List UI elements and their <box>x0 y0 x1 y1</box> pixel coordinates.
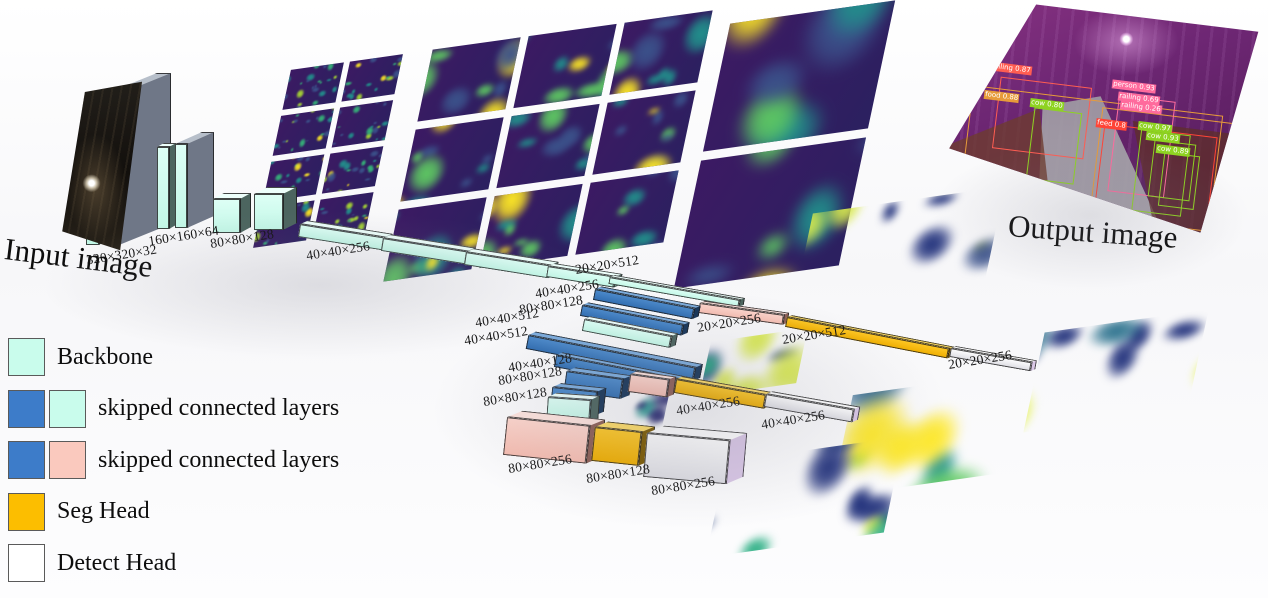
box-side-face <box>283 187 297 230</box>
color-swatch-skip_pink <box>49 441 86 479</box>
feature-map-tile <box>609 10 713 95</box>
feature-map-tile <box>321 146 384 194</box>
feature-map-tile <box>282 62 344 110</box>
box-top-face <box>213 193 251 199</box>
feature-map-tile <box>400 117 504 202</box>
color-swatch-backbone <box>8 338 45 376</box>
feature-map-pixels <box>513 23 617 109</box>
backbone-box <box>254 187 297 230</box>
color-swatch-detect <box>8 544 45 582</box>
box-side-face <box>240 193 251 233</box>
legend-item: Detect Head <box>8 542 176 584</box>
feature-map-pixels <box>592 90 696 175</box>
ground-shadow <box>40 210 600 360</box>
legend-item: Seg Head <box>8 491 150 533</box>
color-swatch-seg <box>8 492 45 531</box>
feature-map-pixels <box>1023 309 1209 433</box>
box-front-face <box>213 199 240 233</box>
box-side-face <box>187 132 214 228</box>
ground-shadow <box>930 140 1250 290</box>
box-top-face <box>254 187 297 194</box>
box-side-face <box>169 143 176 229</box>
feature-map-tile <box>592 90 696 175</box>
feature-map-pixels <box>702 0 896 152</box>
legend-item: skipped connected layers <box>8 388 339 430</box>
feature-map-pixels <box>341 54 403 102</box>
feature-map <box>1023 309 1209 433</box>
legend-item-label: skipped connected layers <box>98 395 340 421</box>
box-top-face <box>157 143 176 147</box>
feature-map-tile <box>341 54 403 102</box>
legend-item: Backbone <box>8 336 153 378</box>
feature-map-pixels <box>400 117 504 202</box>
feature-map-tile <box>331 100 394 148</box>
legend-item-label: skipped connected layers <box>98 446 340 473</box>
feature-map-pixels <box>496 103 600 189</box>
legend-item-label: Seg Head <box>57 498 150 524</box>
feature-map-tile <box>702 0 896 152</box>
color-swatch-backbone <box>49 389 86 428</box>
feature-map-tile <box>417 37 521 122</box>
legend-item-label: Detect Head <box>57 549 177 576</box>
color-swatch-skip_blue <box>8 441 45 479</box>
box-front-face <box>175 144 187 228</box>
feature-map-pixels <box>282 62 344 110</box>
feature-map-pixels <box>331 100 394 148</box>
backbone-box <box>213 193 251 233</box>
legend-item: skipped connected layers <box>8 439 339 481</box>
feature-map-tile <box>272 108 335 156</box>
legend-item-label: Backbone <box>57 344 153 371</box>
feature-map-pixels <box>321 146 384 194</box>
box-front-face <box>157 147 169 229</box>
feature-map-pixels <box>417 37 521 122</box>
ground-shadow <box>430 290 950 530</box>
feature-map-tile <box>513 23 617 109</box>
color-swatch-skip_blue <box>8 389 45 428</box>
backbone-box <box>175 132 214 228</box>
box-front-face <box>254 194 283 230</box>
feature-map-pixels <box>609 10 713 95</box>
feature-map-tile <box>496 103 600 189</box>
feature-map-pixels <box>272 108 335 156</box>
backbone-box <box>157 143 176 229</box>
